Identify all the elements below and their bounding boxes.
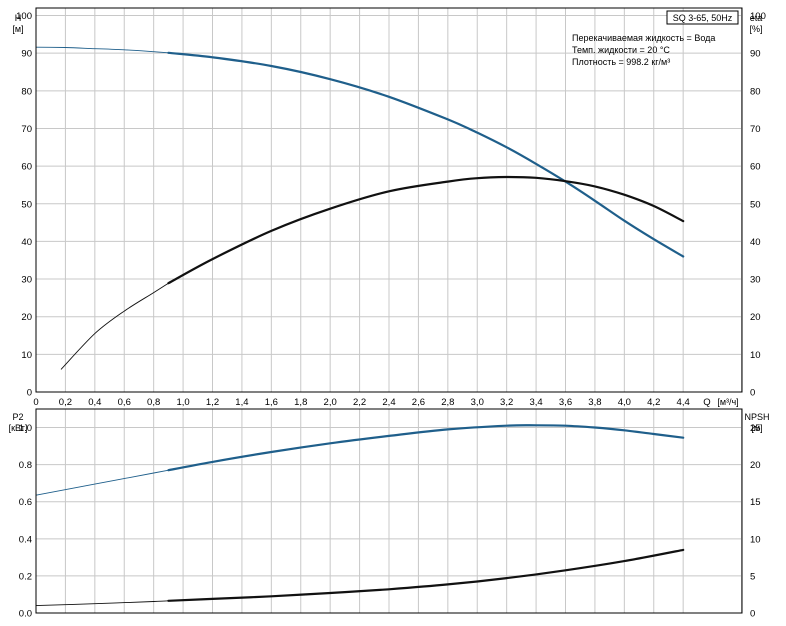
- x-tick-label: 3,2: [500, 397, 513, 408]
- x-tick-label: 2,2: [353, 397, 366, 408]
- y-left-tick-label: 0.8: [19, 460, 32, 471]
- y-left-tick-label: 10: [21, 350, 32, 361]
- x-tick-label: 1,2: [206, 397, 219, 408]
- y-left-tick-label: 100: [16, 11, 32, 22]
- x-tick-label: 1,8: [294, 397, 307, 408]
- info-density: Плотность = 998.2 кг/м³: [572, 57, 670, 67]
- y-right-tick-label: 0: [750, 609, 755, 620]
- y-right-tick-label: 15: [750, 497, 761, 508]
- top-left-axis-label: H: [15, 13, 22, 23]
- y-right-tick-label: 90: [750, 49, 761, 60]
- x-tick-label: 0,8: [147, 397, 160, 408]
- y-right-tick-label: 60: [750, 162, 761, 173]
- y-left-tick-label: 0: [27, 388, 32, 399]
- x-tick-label: 3,4: [529, 397, 542, 408]
- x-tick-label: 1,6: [265, 397, 278, 408]
- y-right-tick-label: 100: [750, 11, 766, 22]
- y-left-tick-label: 20: [21, 312, 32, 323]
- x-tick-label: 1,0: [176, 397, 189, 408]
- head-curve: [167, 51, 685, 258]
- x-tick-label: 4,2: [647, 397, 660, 408]
- x-tick-label: 4,0: [618, 397, 631, 408]
- y-left-tick-label: 0.6: [19, 497, 32, 508]
- y-right-tick-label: 20: [750, 460, 761, 471]
- y-left-tick-label: 90: [21, 49, 32, 60]
- x-axis-unit: [м³/ч]: [717, 397, 738, 407]
- x-tick-label: 1,4: [235, 397, 248, 408]
- y-right-tick-label: 0: [750, 388, 755, 399]
- pump-label: SQ 3-65, 50Hz: [673, 13, 733, 23]
- y-left-tick-label: 0.4: [19, 534, 32, 545]
- bottom-grid: [36, 409, 742, 613]
- y-right-tick-label: 70: [750, 124, 761, 135]
- info-fluid: Перекачиваемая жидкость = Вода: [572, 33, 715, 43]
- x-tick-label: 2,8: [441, 397, 454, 408]
- bottom-plot-frame: [35, 408, 743, 614]
- y-right-tick-label: 10: [750, 534, 761, 545]
- bottom-right-axis-label: NPSH: [744, 412, 769, 422]
- y-left-tick-label: 70: [21, 124, 32, 135]
- top-right-axis-label: eta: [750, 13, 763, 23]
- pump-label-box: [666, 10, 739, 25]
- y-left-tick-label: 1.0: [19, 423, 32, 434]
- y-left-tick-label: 80: [21, 86, 32, 97]
- y-right-tick-label: 40: [750, 237, 761, 248]
- curves: [35, 46, 685, 607]
- top-right-axis-unit: [%]: [749, 24, 762, 34]
- bottom-left-axis-label: P2: [12, 412, 23, 422]
- x-tick-label: 2,4: [382, 397, 395, 408]
- y-left-tick-label: 30: [21, 275, 32, 286]
- eta-curve: [167, 175, 685, 285]
- x-tick-label: 3,8: [588, 397, 601, 408]
- y-left-tick-label: 50: [21, 199, 32, 210]
- x-tick-label: 0,4: [88, 397, 101, 408]
- y-left-tick-label: 0.0: [19, 609, 32, 620]
- y-left-tick-label: 0.2: [19, 571, 32, 582]
- x-tick-label: 0: [33, 397, 38, 408]
- x-tick-label: 3,0: [471, 397, 484, 408]
- npsh-curve: [167, 548, 685, 602]
- x-axis-label: Q: [703, 397, 710, 408]
- top-left-axis-unit: [м]: [12, 24, 23, 34]
- bottom-right-axis-unit: [м]: [751, 423, 762, 433]
- p2-curve-extrapolated: [35, 469, 169, 496]
- bottom-left-axis-unit: [кВт]: [9, 423, 28, 433]
- y-right-tick-label: 30: [750, 275, 761, 286]
- x-tick-label: 2,6: [412, 397, 425, 408]
- y-left-tick-label: 40: [21, 237, 32, 248]
- x-tick-label: 2,0: [324, 397, 337, 408]
- info-temperature: Темп. жидкости = 20 °C: [572, 45, 670, 55]
- p2-curve: [167, 424, 685, 472]
- y-right-tick-label: 10: [750, 350, 761, 361]
- y-right-tick-label: 20: [750, 312, 761, 323]
- y-right-tick-label: 50: [750, 199, 761, 210]
- eta-curve-extrapolated: [60, 282, 169, 370]
- y-right-tick-label: 25: [750, 423, 761, 434]
- head-curve-extrapolated: [35, 46, 169, 54]
- x-tick-label: 0,2: [59, 397, 72, 408]
- y-left-tick-label: 60: [21, 162, 32, 173]
- tick-labels: 0102030405060708090100010203040506070809…: [16, 11, 766, 619]
- x-tick-label: 3,6: [559, 397, 572, 408]
- x-tick-label: 4,4: [677, 397, 690, 408]
- y-right-tick-label: 5: [750, 571, 755, 582]
- npsh-curve-extrapolated: [35, 600, 169, 607]
- x-tick-label: 0,6: [118, 397, 131, 408]
- y-right-tick-label: 80: [750, 86, 761, 97]
- top-plot-frame: [35, 7, 743, 393]
